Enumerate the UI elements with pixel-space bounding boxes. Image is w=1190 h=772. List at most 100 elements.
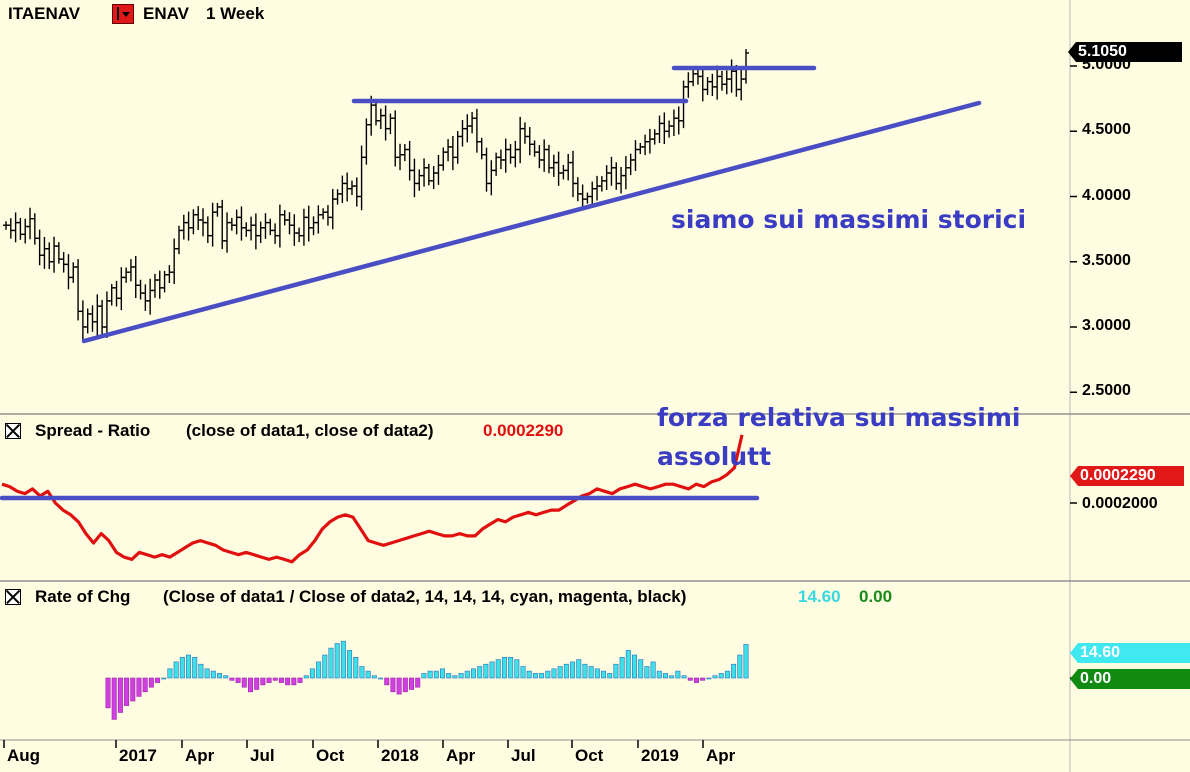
roc-bar — [743, 644, 749, 679]
time-tick-label: 2019 — [641, 746, 679, 765]
roc-bar — [247, 677, 253, 693]
roc-bar — [334, 643, 340, 679]
spread-ratio-line — [1, 434, 744, 564]
roc-bar — [111, 677, 117, 720]
roc-bar — [390, 677, 396, 693]
roc-bar — [285, 677, 291, 686]
roc-bar — [669, 675, 675, 679]
roc-indicator-name: Rate of Chg — [35, 587, 131, 606]
roc-bar — [483, 663, 489, 679]
rate-of-change-histogram — [105, 640, 749, 720]
roc-bar — [223, 675, 229, 679]
roc-value-2: 0.00 — [859, 587, 893, 606]
roc-bar — [458, 673, 464, 679]
roc-bar — [254, 677, 260, 690]
red-dropdown-icon[interactable] — [112, 4, 134, 24]
price-tick-label: 2.5000 — [1082, 382, 1131, 400]
price-tick-label: 4.0000 — [1082, 186, 1131, 204]
roc-value-1: 14.60 — [798, 587, 841, 606]
spread-value-tag: 0.0002290 — [1070, 466, 1184, 486]
time-tick-label: Jul — [511, 746, 536, 765]
roc-bar — [167, 668, 173, 679]
roc-bar — [297, 677, 303, 683]
roc-bar — [439, 668, 445, 679]
roc-bar — [706, 677, 712, 680]
roc-bar — [291, 677, 297, 686]
roc-bar — [409, 677, 415, 690]
roc-bar — [464, 670, 470, 679]
roc-bar — [489, 661, 495, 679]
roc-bar — [470, 668, 476, 679]
roc-bar — [687, 677, 693, 681]
roc-bar — [582, 663, 588, 679]
roc-bar — [229, 677, 235, 681]
roc-bar — [309, 668, 315, 679]
last-price-tag: 5.1050 — [1068, 42, 1182, 62]
roc-bar — [278, 677, 284, 683]
time-tick-label: 2017 — [119, 746, 157, 765]
roc-bar — [136, 677, 142, 697]
time-tick-label: Oct — [316, 746, 345, 765]
roc-bar — [712, 675, 718, 679]
close-pane-icon[interactable] — [5, 423, 21, 439]
roc-bar — [124, 677, 130, 706]
roc-bar — [303, 675, 309, 679]
timeframe-label[interactable]: 1 Week — [206, 4, 265, 23]
roc-bar — [266, 677, 272, 683]
roc-bar — [272, 677, 278, 681]
roc-bar — [415, 677, 421, 688]
close-pane-icon[interactable] — [5, 589, 21, 605]
roc-bar — [433, 670, 439, 679]
roc-bar — [260, 677, 266, 686]
time-tick-label: Aug — [7, 746, 41, 765]
roc-bar — [520, 666, 526, 679]
roc-bar — [353, 656, 359, 679]
roc-bar — [192, 656, 198, 679]
roc-bar — [594, 668, 600, 679]
roc-bar — [563, 663, 569, 679]
roc-bar — [359, 666, 365, 679]
spread-ratio-series — [1, 434, 744, 564]
roc-bar — [340, 640, 346, 679]
annotation-massimi-storici: siamo sui massimi storici — [671, 205, 1027, 234]
roc-bar — [241, 677, 247, 688]
symbol-label[interactable]: ITAENAV — [8, 4, 81, 23]
roc-bar — [477, 666, 483, 679]
roc-bar — [700, 677, 706, 681]
time-tick-label: 2018 — [381, 746, 419, 765]
roc-bar — [638, 659, 644, 679]
roc-bar — [718, 673, 724, 679]
roc-bar — [384, 677, 390, 686]
roc-bar — [198, 663, 204, 679]
roc-bar — [526, 670, 532, 679]
roc-bar — [656, 670, 662, 679]
roc-bar — [607, 673, 613, 679]
roc-bar — [148, 677, 154, 688]
roc-bar — [576, 659, 582, 679]
roc-bar — [186, 654, 192, 679]
annotation-forza-relativa-2: assolutt — [657, 442, 772, 471]
roc-bar — [662, 673, 668, 679]
roc-bar — [557, 666, 563, 679]
price-tick-label: 4.5000 — [1082, 121, 1131, 139]
roc-bar — [613, 663, 619, 679]
roc-bar — [210, 670, 216, 679]
roc-bar — [117, 677, 123, 713]
time-tick-label: Jul — [250, 746, 275, 765]
roc-bar — [396, 677, 402, 695]
roc-bar — [632, 654, 638, 679]
trendlines[interactable] — [0, 65, 982, 501]
price-tick-label: 3.0000 — [1082, 317, 1131, 334]
annotation-forza-relativa-1: forza relativa sui massimi — [657, 403, 1021, 432]
compare-symbol-label[interactable]: ENAV — [143, 4, 189, 23]
roc-bar — [316, 661, 322, 679]
roc-bar — [446, 673, 452, 679]
roc-bar — [427, 670, 433, 679]
roc-bar — [724, 670, 730, 679]
roc-bar — [161, 677, 167, 680]
roc-bar — [514, 659, 520, 679]
time-tick-label: Oct — [575, 746, 604, 765]
rising-support-trendline — [81, 100, 982, 344]
